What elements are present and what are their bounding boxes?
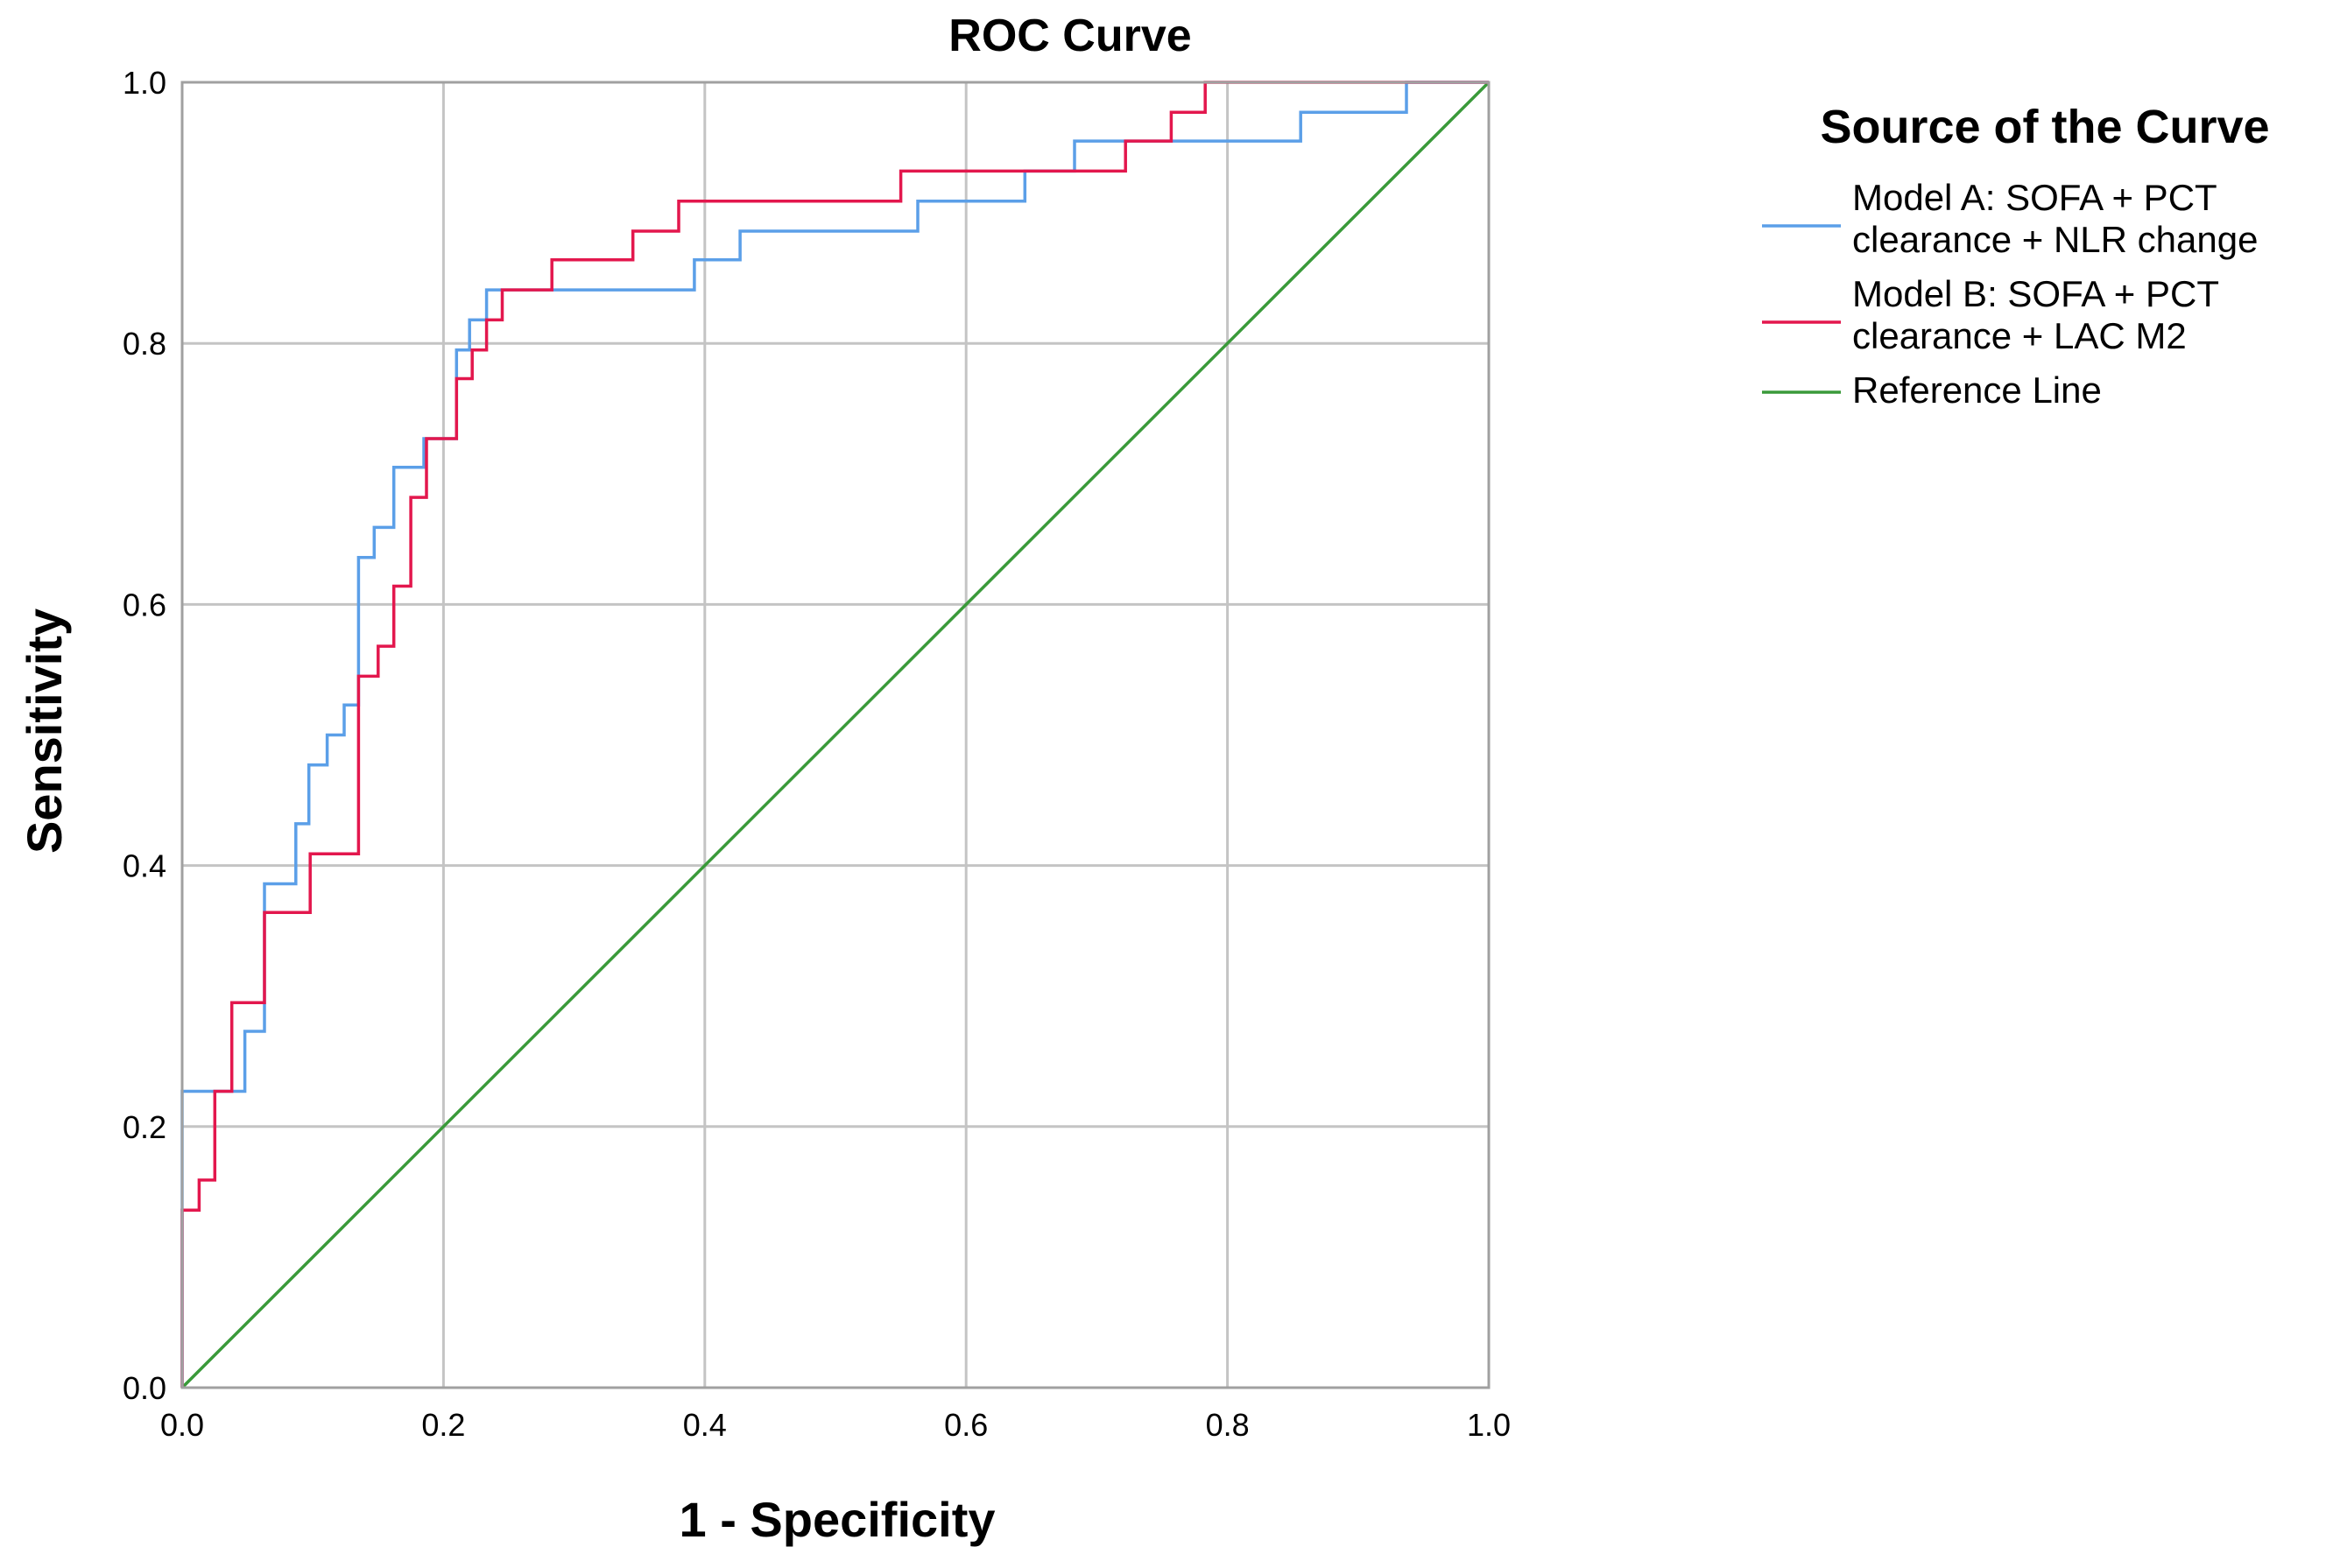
x-tick-label: 0.4 <box>683 1407 727 1443</box>
chart-title: ROC Curve <box>948 11 1191 61</box>
legend-entry-label: clearance + LAC M2 <box>1852 315 2187 356</box>
y-tick-label: 0.2 <box>123 1109 166 1145</box>
legend-entry-label: clearance + NLR change <box>1852 219 2258 260</box>
y-tick-label: 0.6 <box>123 587 166 622</box>
x-tick-label: 0.6 <box>944 1407 988 1443</box>
y-tick-label: 1.0 <box>123 65 166 101</box>
series-lines <box>180 81 1491 1389</box>
legend-title: Source of the Curve <box>1820 101 2269 153</box>
plot-frame <box>180 81 1491 1389</box>
legend-entry-label: Reference Line <box>1852 369 2102 411</box>
y-tick-label: 0.0 <box>123 1370 166 1406</box>
x-axis-label: 1 - Specificity <box>679 1492 995 1547</box>
y-axis-label: Sensitivity <box>17 608 72 854</box>
reference-line <box>180 81 1491 1389</box>
series-line-model-a <box>180 81 1489 1388</box>
y-tick-label: 0.4 <box>123 848 166 884</box>
x-tick-label: 0.2 <box>421 1407 465 1443</box>
x-tick-label: 1.0 <box>1467 1407 1511 1443</box>
legend-entry-label: Model B: SOFA + PCT <box>1852 273 2219 314</box>
x-tick-label: 0.8 <box>1206 1407 1250 1443</box>
tick-labels: 0.0 0.2 0.4 0.6 0.8 1.0 0.0 0.2 0.4 0.6 0.8 1.0 <box>123 65 1511 1443</box>
x-tick-label: 0.0 <box>160 1407 204 1443</box>
series-line-model-b <box>180 81 1489 1388</box>
y-tick-label: 0.8 <box>123 326 166 362</box>
legend-entry-label: Model A: SOFA + PCT <box>1852 177 2217 218</box>
